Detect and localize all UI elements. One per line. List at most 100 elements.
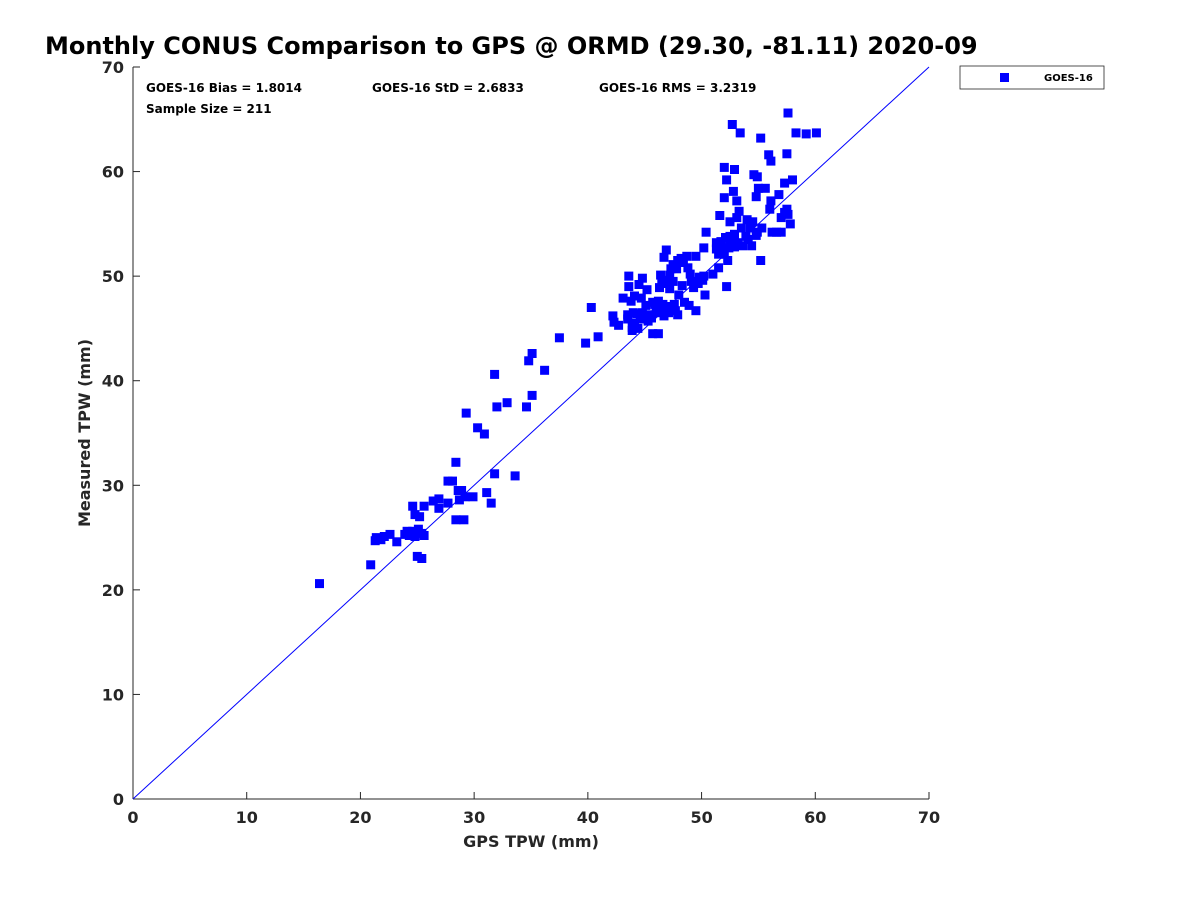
- data-point: [752, 172, 762, 182]
- y-tick-label: 60: [102, 163, 124, 182]
- data-point: [637, 308, 647, 318]
- data-point: [774, 190, 784, 200]
- data-point: [665, 284, 675, 294]
- data-point: [725, 217, 735, 227]
- legend: GOES-16: [959, 65, 1105, 90]
- axis-ticks: 0 10 20 30 40 50 60 70 0 10 20 30 40 50 60 70: [102, 58, 940, 827]
- data-point: [642, 285, 652, 295]
- data-point: [722, 282, 732, 292]
- data-point: [648, 329, 658, 339]
- data-point: [626, 296, 636, 306]
- data-point: [742, 215, 752, 225]
- data-point: [672, 264, 682, 274]
- data-point: [581, 338, 591, 348]
- data-point: [765, 204, 775, 214]
- data-point: [632, 309, 642, 319]
- data-point: [776, 227, 786, 237]
- stat-rms: GOES-16 RMS = 3.2319: [599, 81, 756, 95]
- data-point: [716, 237, 726, 247]
- data-point: [699, 243, 709, 253]
- data-point: [659, 252, 669, 262]
- data-point: [700, 290, 710, 300]
- data-point: [633, 323, 643, 333]
- data-point: [434, 503, 444, 513]
- data-point: [788, 175, 797, 185]
- data-point: [502, 398, 512, 408]
- data-point: [747, 241, 757, 251]
- data-point: [678, 258, 688, 267]
- data-point: [756, 133, 766, 143]
- data-point: [746, 223, 755, 233]
- data-point: [782, 204, 792, 214]
- data-point: [699, 271, 709, 281]
- data-point: [417, 554, 427, 563]
- data-point: [653, 329, 663, 339]
- data-point: [451, 457, 461, 467]
- data-point: [691, 306, 701, 316]
- data-point: [454, 495, 464, 505]
- data-point: [510, 471, 520, 481]
- data-point: [748, 217, 758, 227]
- x-tick-label: 60: [804, 808, 826, 827]
- data-point: [657, 306, 667, 316]
- data-point: [479, 429, 489, 439]
- data-point: [757, 223, 767, 233]
- data-point: [677, 281, 687, 291]
- data-point: [655, 283, 664, 293]
- data-point: [527, 349, 537, 358]
- data-point: [609, 317, 619, 327]
- x-tick-label: 10: [236, 808, 258, 827]
- stat-sample-size: Sample Size = 211: [146, 102, 272, 116]
- data-point: [473, 423, 483, 433]
- data-point: [371, 533, 381, 543]
- data-point: [482, 488, 492, 498]
- data-point: [714, 249, 724, 259]
- data-point: [766, 196, 776, 206]
- data-point: [772, 227, 782, 237]
- x-tick-label: 20: [349, 808, 371, 827]
- data-point: [683, 263, 693, 273]
- legend-box: [959, 65, 1105, 90]
- data-point: [673, 310, 683, 320]
- y-tick-label: 0: [113, 790, 124, 809]
- data-point: [524, 356, 534, 366]
- stat-std: GOES-16 StD = 2.6833: [372, 81, 524, 95]
- y-tick-label: 40: [102, 372, 124, 391]
- data-point: [419, 501, 429, 511]
- data-point: [680, 297, 689, 307]
- data-point: [708, 269, 718, 279]
- data-point: [540, 365, 550, 375]
- data-point: [618, 293, 628, 303]
- data-point: [734, 206, 744, 216]
- data-point: [668, 276, 678, 286]
- data-point: [665, 270, 675, 280]
- data-point: [419, 531, 429, 540]
- data-point: [723, 256, 733, 265]
- data-point: [651, 308, 661, 318]
- data-point: [490, 369, 500, 379]
- data-point: [736, 223, 746, 233]
- data-point: [661, 279, 671, 288]
- data-point: [634, 280, 644, 289]
- data-point: [785, 219, 795, 229]
- data-point: [753, 183, 763, 193]
- data-point: [728, 186, 738, 196]
- data-point: [656, 270, 666, 280]
- data-point: [738, 241, 747, 251]
- data-point: [659, 311, 669, 321]
- chart-title: Monthly CONUS Comparison to GPS @ ORMD (…: [45, 32, 978, 60]
- data-point: [586, 303, 596, 312]
- data-point: [724, 243, 734, 253]
- data-point: [811, 128, 821, 138]
- data-point: [451, 515, 461, 525]
- data-point: [428, 496, 438, 506]
- data-point: [801, 129, 811, 139]
- data-point: [385, 529, 395, 539]
- data-point: [522, 402, 531, 412]
- data-point: [760, 183, 770, 193]
- data-point: [636, 293, 646, 303]
- data-point: [732, 213, 742, 223]
- data-point: [443, 498, 453, 508]
- stat-bias: GOES-16 Bias = 1.8014: [146, 81, 302, 95]
- data-point: [782, 149, 792, 159]
